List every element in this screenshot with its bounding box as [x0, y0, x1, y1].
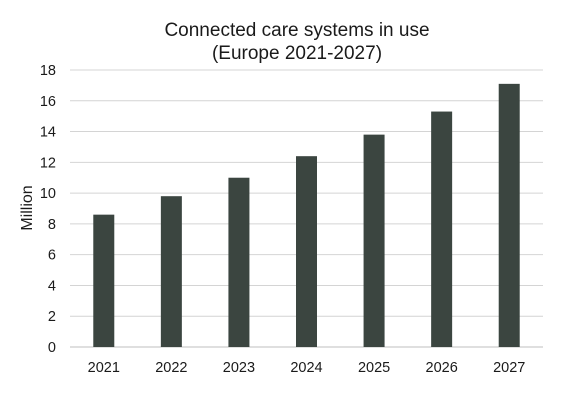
x-tick-label: 2026	[426, 360, 458, 376]
chart-title-line-1: Connected care systems in use	[164, 20, 429, 41]
bar-2025	[363, 134, 385, 347]
x-tick-label: 2025	[358, 360, 390, 376]
x-tick-label: 2023	[223, 360, 255, 376]
y-tick-label: 0	[48, 340, 56, 356]
bar-2027	[498, 83, 520, 347]
y-tick-label: 16	[40, 94, 56, 110]
chart-title-line-2: (Europe 2021-2027)	[212, 43, 382, 64]
bar-2026	[431, 111, 453, 347]
y-tick-label: 10	[40, 186, 56, 202]
y-tick-labels: 0 2 4 6 8 10 12 14 16 18	[40, 63, 56, 356]
bar-2022	[160, 196, 182, 347]
y-tick-label: 6	[48, 248, 56, 264]
chart-title: Connected care systems in use (Europe 20…	[164, 20, 429, 64]
x-tick-label: 2024	[290, 360, 322, 376]
bars	[93, 83, 520, 347]
x-tick-label: 2022	[155, 360, 187, 376]
bar-2024	[296, 156, 317, 347]
x-tick-label: 2027	[493, 360, 525, 376]
bar-2023	[228, 177, 250, 347]
y-tick-label: 18	[40, 63, 56, 79]
y-tick-label: 2	[48, 309, 56, 325]
y-tick-label: 8	[48, 217, 56, 233]
y-tick-label: 12	[40, 155, 56, 171]
bar-2021	[93, 214, 115, 347]
y-axis-label: Million	[19, 185, 36, 230]
y-tick-label: 4	[48, 278, 56, 294]
x-tick-label: 2021	[88, 360, 120, 376]
y-tick-label: 14	[40, 125, 56, 141]
x-tick-labels: 2021 2022 2023 2024 2025 2026 2027	[88, 360, 526, 376]
